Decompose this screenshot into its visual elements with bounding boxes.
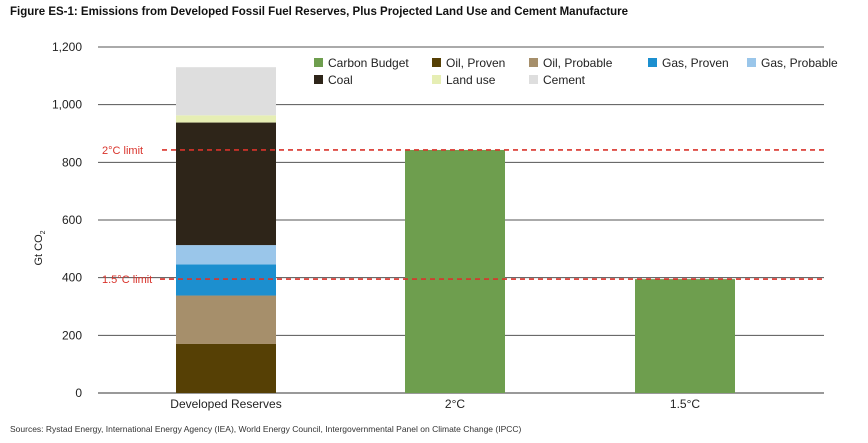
legend-label: Oil, Proven: [446, 56, 505, 70]
legend-item-land-use: Land use: [432, 73, 496, 87]
figure-title: Figure ES-1: Emissions from Developed Fo…: [10, 6, 628, 18]
y-tick-label: 400: [62, 271, 82, 285]
reference-line-label: 1.5°C limit: [102, 274, 152, 286]
legend-swatch: [314, 58, 323, 67]
x-category-label: 1.5°C: [670, 397, 700, 411]
legend-item-carbon-budget: Carbon Budget: [314, 56, 409, 70]
sources-note: Sources: Rystad Energy, International En…: [10, 424, 522, 434]
legend-swatch: [432, 58, 441, 67]
legend-label: Oil, Probable: [543, 56, 613, 70]
reference-lines: 2°C limit 1.5°C limit: [102, 145, 824, 286]
bar-developed-reserves-cement: [176, 67, 276, 116]
y-axis-label: Gt CO2: [33, 230, 47, 265]
legend-item-cement: Cement: [529, 73, 586, 87]
bar-1-5degc-carbon-budget: [635, 279, 735, 393]
bar-developed-reserves-oil-probable: [176, 295, 276, 344]
legend-item-coal: Coal: [314, 73, 353, 87]
legend-item-oil-probable: Oil, Probable: [529, 56, 613, 70]
legend-item-gas-probable: Gas, Probable: [747, 56, 838, 70]
x-axis-categories: Developed Reserves 2°C 1.5°C: [170, 397, 700, 411]
bar-developed-reserves-land-use: [176, 115, 276, 123]
stacked-bar-chart: 0 200 400 600 800 1,000 1,200 Gt CO2 2°C limit…: [33, 40, 838, 411]
legend-label: Gas, Proven: [662, 56, 729, 70]
y-tick-label: 600: [62, 213, 82, 227]
reference-line-label: 2°C limit: [102, 145, 143, 157]
bar-developed-reserves-gas-probable: [176, 245, 276, 265]
bar-2degc-carbon-budget: [405, 149, 505, 393]
legend-swatch: [314, 75, 323, 84]
legend-label: Coal: [328, 73, 353, 87]
y-axis-label-main: Gt CO: [33, 234, 45, 266]
legend-label: Cement: [543, 73, 586, 87]
bar-developed-reserves-gas-proven: [176, 264, 276, 296]
legend-item-gas-proven: Gas, Proven: [648, 56, 729, 70]
legend-label: Carbon Budget: [328, 56, 409, 70]
bar-developed-reserves-coal: [176, 122, 276, 246]
legend: Carbon Budget Oil, Proven Oil, Probable Gas…: [314, 56, 838, 87]
y-tick-label: 0: [75, 386, 82, 400]
legend-swatch: [432, 75, 441, 84]
legend-item-oil-proven: Oil, Proven: [432, 56, 505, 70]
legend-swatch: [529, 58, 538, 67]
y-axis-label-subscript: 2: [40, 230, 47, 234]
bars: [176, 67, 735, 393]
legend-label: Land use: [446, 73, 496, 87]
y-tick-label: 1,200: [52, 40, 82, 54]
legend-label: Gas, Probable: [761, 56, 838, 70]
y-tick-label: 800: [62, 155, 82, 169]
y-tick-label: 200: [62, 328, 82, 342]
legend-swatch: [529, 75, 538, 84]
y-tick-label: 1,000: [52, 98, 82, 112]
x-category-label: 2°C: [445, 397, 465, 411]
legend-swatch: [648, 58, 657, 67]
x-category-label: Developed Reserves: [170, 397, 281, 411]
y-axis-ticks: 0 200 400 600 800 1,000 1,200: [52, 40, 82, 400]
legend-swatch: [747, 58, 756, 67]
bar-developed-reserves-oil-proven: [176, 343, 276, 393]
